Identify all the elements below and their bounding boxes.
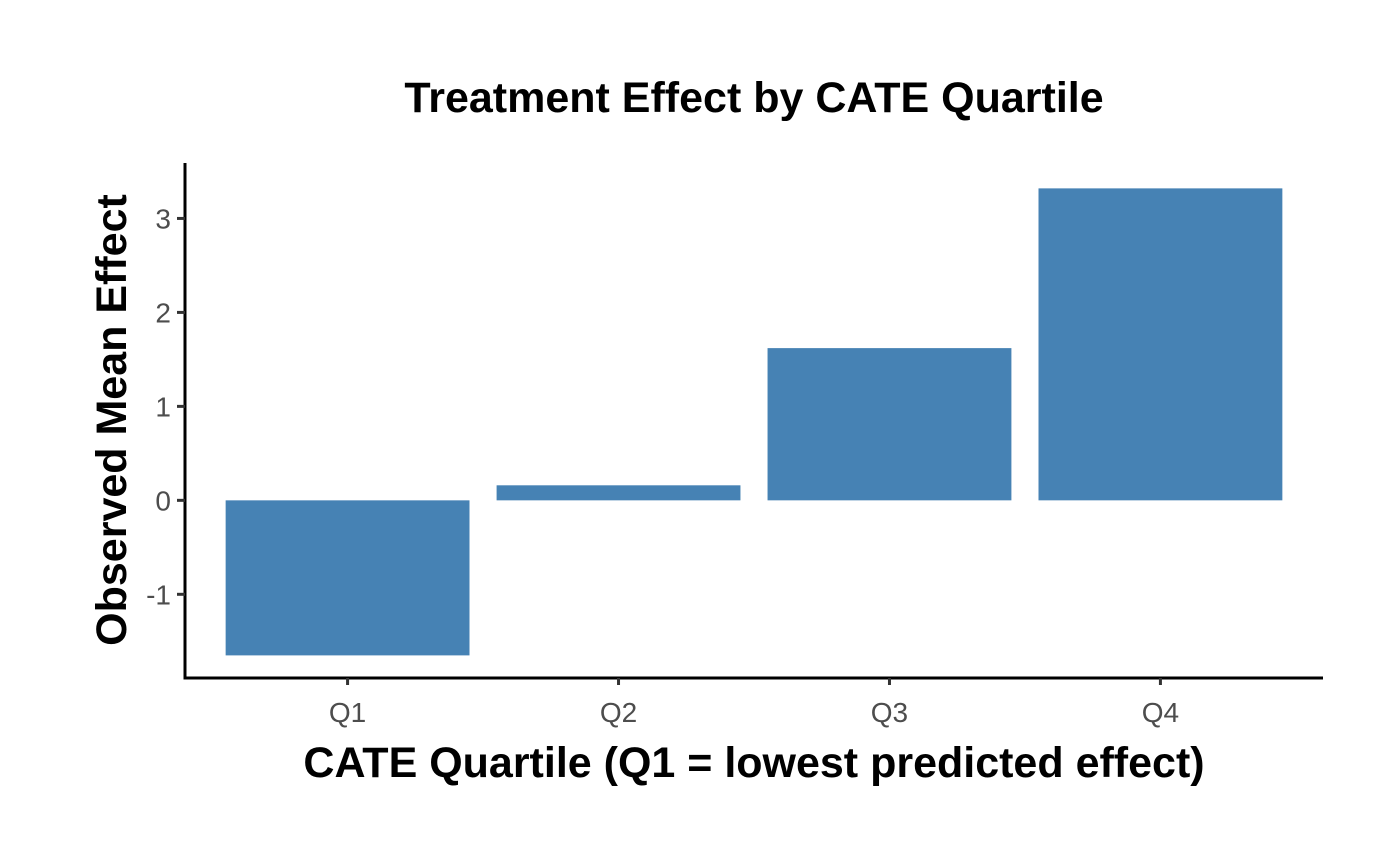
- x-axis-title: CATE Quartile (Q1 = lowest predicted eff…: [303, 739, 1204, 787]
- bar-q2: [496, 485, 741, 501]
- y-tick-label: 1: [155, 391, 171, 422]
- x-tick-label: Q3: [871, 697, 908, 728]
- y-tick-label: -1: [146, 579, 171, 610]
- bar-q3: [767, 348, 1012, 501]
- y-tick-label: 2: [155, 297, 171, 328]
- bar-q4: [1038, 188, 1283, 501]
- x-tick-label: Q4: [1142, 697, 1179, 728]
- y-axis-title: Observed Mean Effect: [88, 194, 136, 646]
- chart-title: Treatment Effect by CATE Quartile: [404, 74, 1103, 122]
- y-tick-label: 0: [155, 485, 171, 516]
- x-tick-label: Q2: [600, 697, 637, 728]
- x-tick-label: Q1: [329, 697, 366, 728]
- bar-q1: [225, 500, 470, 656]
- y-tick-label: 3: [155, 203, 171, 234]
